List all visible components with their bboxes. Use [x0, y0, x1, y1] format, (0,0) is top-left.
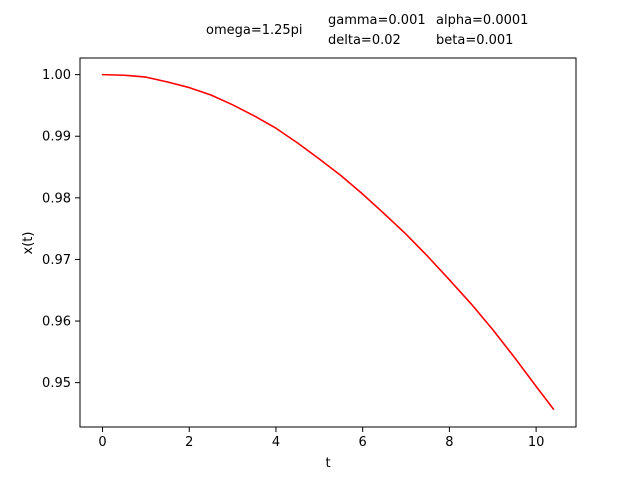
series-layer	[101, 73, 555, 410]
plot-frame	[79, 57, 577, 428]
annotation-gamma: gamma=0.001	[328, 13, 426, 28]
series-line	[101, 73, 555, 410]
x-axis-label: t	[325, 456, 330, 471]
x-tick-label: 4	[272, 435, 280, 450]
y-tick-label: 0.95	[42, 376, 71, 391]
x-axis-ticks: 0 2 4 6 8 10	[98, 427, 544, 450]
y-axis-label: x(t)	[21, 232, 36, 255]
annotation-delta: delta=0.02	[328, 33, 401, 48]
y-tick-label: 0.98	[42, 191, 71, 206]
x-tick-label: 6	[359, 435, 367, 450]
x-tick-label: 0	[98, 435, 106, 450]
x-tick-label: 8	[445, 435, 453, 450]
annotation-alpha: alpha=0.0001	[436, 13, 528, 28]
y-tick-label: 0.96	[42, 315, 71, 330]
y-axis-ticks: 0.95 0.96 0.97 0.98 0.99 1.00	[42, 68, 80, 391]
x-tick-label: 10	[528, 435, 545, 450]
x-tick-label: 2	[185, 435, 193, 450]
y-tick-label: 0.97	[42, 253, 71, 268]
annotation-beta: beta=0.001	[436, 33, 513, 48]
y-tick-label: 0.99	[42, 130, 71, 145]
y-tick-label: 1.00	[42, 68, 71, 83]
annotation-omega: omega=1.25pi	[206, 23, 303, 38]
